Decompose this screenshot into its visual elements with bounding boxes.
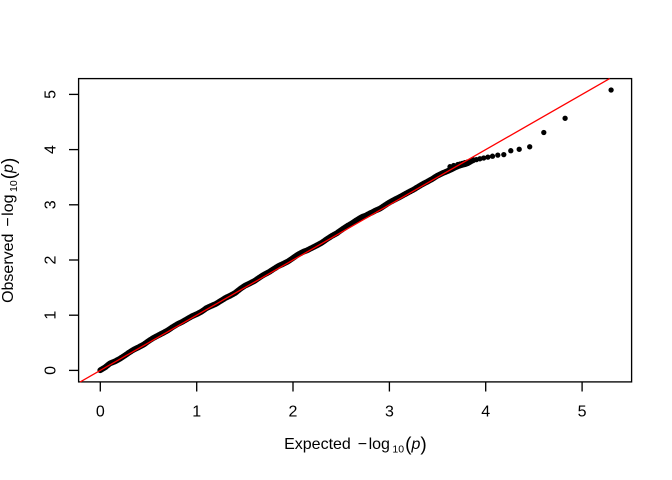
svg-text:2: 2: [43, 255, 60, 264]
svg-text:1: 1: [43, 311, 60, 320]
svg-text:3: 3: [43, 200, 60, 209]
svg-text:0: 0: [96, 404, 105, 421]
svg-text:4: 4: [481, 404, 490, 421]
svg-text:5: 5: [43, 90, 60, 99]
svg-text:Expected −log10(p): Expected −log 10(p): [284, 435, 427, 456]
svg-text:2: 2: [289, 404, 298, 421]
svg-text:5: 5: [578, 404, 587, 421]
svg-text:4: 4: [43, 145, 60, 154]
svg-text:3: 3: [385, 404, 394, 421]
svg-text:1: 1: [192, 404, 201, 421]
svg-text:0: 0: [43, 366, 60, 375]
